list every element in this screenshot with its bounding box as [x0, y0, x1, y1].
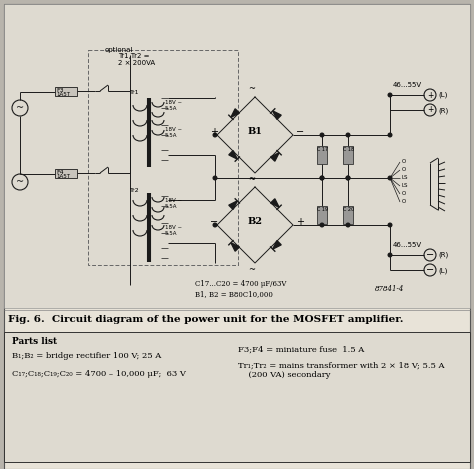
Polygon shape [229, 201, 237, 209]
Text: Tr1,Tr2 =
2 × 200VA: Tr1,Tr2 = 2 × 200VA [118, 53, 155, 66]
Text: −: − [296, 127, 304, 137]
Text: (L): (L) [438, 267, 447, 273]
Circle shape [388, 223, 392, 227]
Bar [88, 50, 238, 265]
Text: ~: ~ [16, 177, 24, 187]
Text: 18V ~
5.5A: 18V ~ 5.5A [165, 127, 182, 138]
Bar [343, 206, 353, 224]
Text: +: + [210, 127, 218, 137]
Text: −: − [426, 265, 434, 275]
Circle shape [213, 133, 217, 137]
Text: ~: ~ [248, 265, 255, 274]
Text: ~: ~ [248, 84, 255, 93]
Circle shape [320, 133, 324, 137]
Circle shape [388, 133, 392, 137]
Text: 18V ~
5.5A: 18V ~ 5.5A [165, 198, 182, 209]
Text: F4: F4 [56, 169, 64, 174]
Bar [4, 332, 470, 462]
Text: O: O [402, 191, 406, 196]
Text: ~: ~ [248, 174, 255, 183]
Text: Tr2: Tr2 [130, 188, 140, 193]
Text: O: O [402, 199, 406, 204]
Text: ~: ~ [248, 175, 255, 184]
Text: C17...C20 = 4700 μF/63V: C17...C20 = 4700 μF/63V [195, 280, 286, 288]
Text: Fig. 6.  Circuit diagram of the power unit for the MOSFET amplifier.: Fig. 6. Circuit diagram of the power uni… [8, 315, 403, 324]
Text: 18V ~
5.5A: 18V ~ 5.5A [165, 225, 182, 236]
Text: +: + [427, 106, 433, 114]
Polygon shape [231, 109, 239, 117]
Text: ~: ~ [16, 103, 24, 113]
Circle shape [320, 223, 324, 227]
Text: Parts list: Parts list [12, 337, 57, 346]
Bar [55, 87, 77, 96]
Text: +: + [427, 91, 433, 99]
Text: C 17: C 17 [317, 147, 328, 152]
Polygon shape [229, 151, 237, 159]
Text: C 19: C 19 [317, 207, 328, 212]
Circle shape [346, 176, 350, 180]
Circle shape [346, 133, 350, 137]
Text: 1A5T: 1A5T [56, 92, 70, 97]
Text: F3;F4 = miniature fuse  1.5 A: F3;F4 = miniature fuse 1.5 A [238, 346, 364, 354]
Circle shape [388, 93, 392, 97]
Circle shape [213, 176, 217, 180]
Text: 87841-4: 87841-4 [375, 285, 404, 293]
Text: O: O [402, 167, 406, 172]
Circle shape [320, 176, 324, 180]
Polygon shape [273, 111, 281, 120]
Text: LS: LS [402, 175, 409, 180]
Text: LS: LS [402, 183, 409, 188]
Text: F3: F3 [56, 88, 64, 92]
Circle shape [320, 176, 324, 180]
Text: (R): (R) [438, 107, 448, 113]
Text: C 18: C 18 [343, 147, 354, 152]
Text: −: − [210, 217, 218, 227]
Circle shape [388, 176, 392, 180]
Text: C 20: C 20 [343, 207, 354, 212]
Text: B₁;B₂ = bridge rectifier 100 V; 25 A: B₁;B₂ = bridge rectifier 100 V; 25 A [12, 352, 161, 360]
Polygon shape [231, 243, 239, 251]
Text: 46...55V: 46...55V [393, 82, 422, 88]
Text: B2: B2 [247, 217, 263, 226]
Circle shape [388, 253, 392, 257]
Text: (L): (L) [438, 92, 447, 98]
Text: Tr1: Tr1 [130, 90, 139, 95]
Circle shape [346, 223, 350, 227]
Text: C₁₇;C₁₈;C₁₉;C₂₀ = 4700 – 10,000 μF;  63 V: C₁₇;C₁₈;C₁₉;C₂₀ = 4700 – 10,000 μF; 63 V [12, 370, 186, 378]
Text: 1A5T: 1A5T [56, 174, 70, 179]
Polygon shape [271, 199, 279, 207]
Circle shape [346, 176, 350, 180]
Text: B1, B2 = B80C10,000: B1, B2 = B80C10,000 [195, 290, 273, 298]
Text: 46...55V: 46...55V [393, 242, 422, 248]
Text: Tr₁;Tr₂ = mains transformer with 2 × 18 V; 5.5 A
    (200 VA) secondary: Tr₁;Tr₂ = mains transformer with 2 × 18 … [238, 362, 445, 379]
Text: −: − [426, 250, 434, 260]
Text: B1: B1 [247, 127, 263, 136]
Circle shape [213, 223, 217, 227]
Bar [55, 169, 77, 178]
Bar [343, 146, 353, 164]
Text: optional: optional [105, 47, 133, 53]
Polygon shape [271, 153, 279, 161]
Text: O: O [402, 159, 406, 164]
Text: 18V ~
5.5A: 18V ~ 5.5A [165, 100, 182, 111]
Text: (R): (R) [438, 252, 448, 258]
Bar [317, 206, 327, 224]
Polygon shape [273, 241, 281, 249]
Bar [317, 146, 327, 164]
Text: +: + [296, 217, 304, 227]
Bar [4, 4, 470, 308]
